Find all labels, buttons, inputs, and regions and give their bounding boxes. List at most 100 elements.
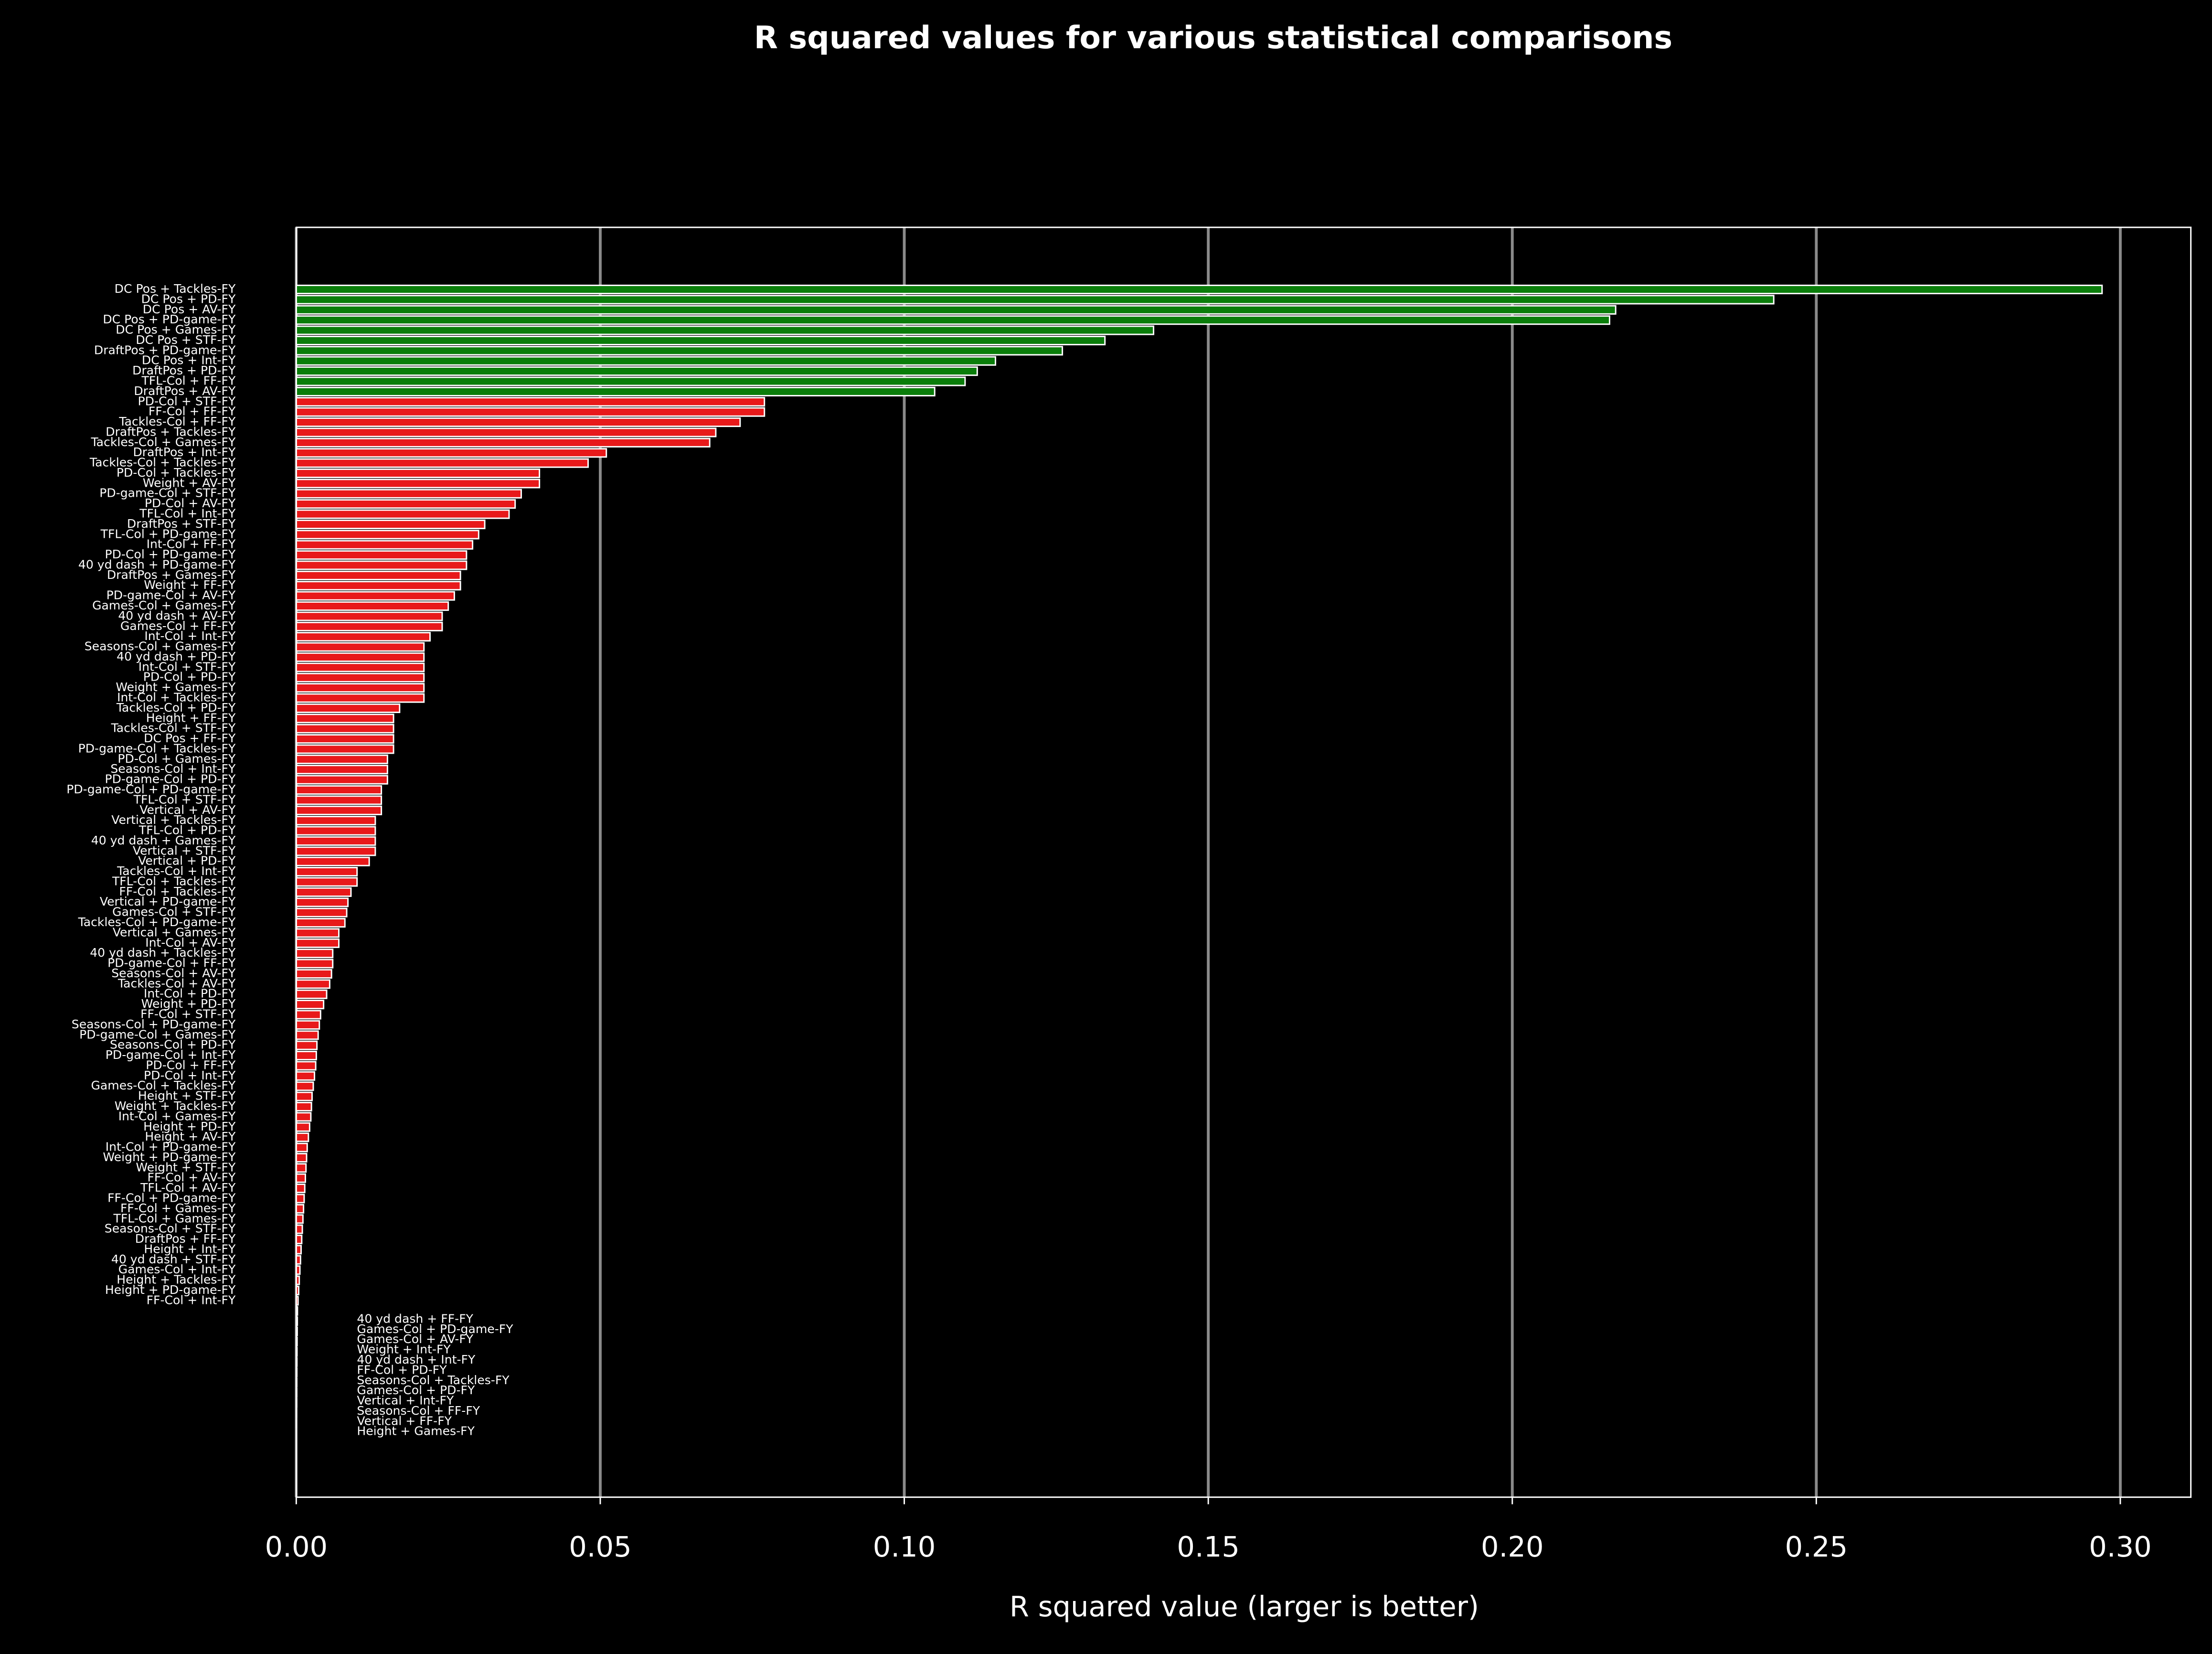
y-tick-label: Tackles-Col + PD-game-FY: [78, 915, 236, 929]
y-tick-label: Int-Col + PD-game-FY: [106, 1140, 236, 1154]
y-tick-label: Seasons-Col + PD-FY: [110, 1038, 236, 1052]
bar: [295, 979, 330, 989]
bar: [295, 703, 401, 713]
y-tick-label: Games-Col + Tackles-FY: [91, 1078, 236, 1092]
y-tick-label: PD-Col + STF-FY: [138, 394, 236, 408]
y-tick-label: DraftPos + STF-FY: [127, 517, 236, 531]
bar: [295, 1040, 318, 1050]
y-tick-label: Int-Col + Int-FY: [144, 629, 236, 643]
bar: [295, 519, 486, 529]
y-tick-label: DraftPos + PD-game-FY: [94, 343, 236, 357]
bar: [295, 805, 383, 815]
y-tick-label: PD-game-Col + Games-FY: [79, 1027, 236, 1041]
bar: [295, 907, 348, 918]
y-tick-label: PD-game-Col + PD-game-FY: [66, 782, 236, 796]
bar: [295, 1071, 316, 1081]
y-tick-label: FF-Col + Int-FY: [147, 1293, 236, 1307]
bar: [295, 540, 474, 550]
bar: [295, 1142, 308, 1152]
y-tick-label: Height + PD-FY: [143, 1120, 236, 1133]
bar: [295, 295, 1775, 305]
y-tick-label: FF-Col + PD-FY: [357, 1363, 447, 1377]
y-tick-label: Games-Col + PD-FY: [357, 1383, 475, 1397]
y-tick-label: FF-Col + STF-FY: [140, 1007, 236, 1021]
bar: [295, 969, 332, 979]
bar: [295, 1030, 319, 1040]
bar: [295, 356, 997, 366]
bar: [295, 1051, 317, 1061]
y-tick-label: Weight + Tackles-FY: [115, 1099, 236, 1113]
y-tick-label: PD-game-Col + PD-FY: [105, 772, 236, 786]
y-tick-label: 40 yd dash + STF-FY: [111, 1252, 236, 1266]
y-tick-label: FF-Col + PD-game-FY: [107, 1191, 236, 1205]
bar: [295, 1214, 304, 1224]
y-tick-label: Vertical + Tackles-FY: [111, 813, 236, 827]
bar: [295, 1010, 321, 1020]
bar: [295, 581, 461, 591]
y-tick-label: Seasons-Col + STF-FY: [105, 1222, 236, 1236]
bar: [295, 816, 376, 826]
bar: [295, 1234, 303, 1245]
y-tick-label: PD-Col + Tackles-FY: [117, 466, 236, 480]
y-tick-label: Height + AV-FY: [145, 1130, 236, 1143]
y-tick-label: TFL-Col + AV-FY: [140, 1181, 236, 1195]
chart-title: R squared values for various statistical…: [754, 20, 1672, 56]
bar: [295, 427, 717, 438]
bar: [295, 601, 449, 611]
y-tick-label: PD-game-Col + AV-FY: [106, 588, 236, 602]
y-tick-label: TFL-Col + FF-FY: [141, 373, 236, 387]
y-tick-label: DC Pos + Games-FY: [116, 323, 236, 337]
y-tick-label: Weight + AV-FY: [143, 476, 236, 490]
y-tick-label: Int-Col + STF-FY: [138, 660, 236, 673]
bar: [295, 376, 966, 386]
bar: [295, 856, 370, 866]
bar: [295, 1000, 325, 1010]
bar: [295, 1020, 320, 1030]
y-tick-label: Vertical + FF-FY: [357, 1414, 452, 1428]
bar: [295, 284, 2103, 295]
bar: [295, 489, 522, 499]
x-tick-label: 0.10: [873, 1530, 936, 1563]
y-tick-label: DraftPos + Tackles-FY: [106, 425, 236, 438]
y-tick-label: PD-Col + AV-FY: [145, 496, 236, 510]
y-tick-label: 40 yd dash + FF-FY: [357, 1312, 473, 1325]
y-tick-label: DraftPos + Int-FY: [133, 445, 236, 459]
x-tick-label: 0.25: [1785, 1530, 1848, 1563]
y-tick-label: PD-Col + Int-FY: [144, 1068, 236, 1082]
y-tick-label: DC Pos + PD-game-FY: [103, 312, 236, 326]
bar: [295, 397, 766, 407]
bar: [295, 734, 394, 744]
y-tick-label: 40 yd dash + Int-FY: [357, 1353, 476, 1366]
y-tick-label: Int-Col + Tackles-FY: [117, 690, 236, 704]
bar: [295, 877, 358, 887]
bar: [295, 1163, 307, 1173]
bar: [295, 867, 358, 877]
y-tick-label: Seasons-Col + Games-FY: [85, 640, 236, 653]
bar: [295, 315, 1610, 325]
y-tick-label: Weight + Games-FY: [116, 680, 236, 694]
bar: [295, 938, 340, 948]
bar: [295, 785, 383, 795]
bar: [295, 754, 388, 764]
y-tick-label: 40 yd dash + Games-FY: [91, 833, 236, 847]
y-tick-label: Tackles-Col + Int-FY: [117, 864, 236, 878]
y-tick-label: Tackles-Col + FF-FY: [118, 415, 236, 428]
y-tick-label: Int-Col + AV-FY: [145, 936, 236, 950]
y-tick-label: Games-Col + Games-FY: [92, 598, 236, 612]
y-tick-label: DC Pos + AV-FY: [143, 302, 236, 316]
bar: [295, 1061, 317, 1071]
bar: [295, 621, 443, 631]
y-tick-label: 40 yd dash + AV-FY: [118, 608, 236, 622]
y-tick-label: PD-Col + PD-FY: [143, 670, 236, 684]
y-tick-label: Weight + PD-FY: [141, 997, 236, 1011]
bar: [295, 1173, 306, 1183]
y-tick-label: Seasons-Col + PD-game-FY: [72, 1017, 236, 1031]
bar: [295, 611, 443, 621]
bar: [295, 928, 340, 938]
bar: [295, 714, 394, 724]
bar: [295, 1224, 303, 1234]
y-tick-label: 40 yd dash + PD-FY: [117, 650, 236, 663]
bar: [295, 652, 425, 662]
y-tick-label: PD-Col + Games-FY: [117, 752, 236, 766]
bar: [295, 949, 334, 959]
